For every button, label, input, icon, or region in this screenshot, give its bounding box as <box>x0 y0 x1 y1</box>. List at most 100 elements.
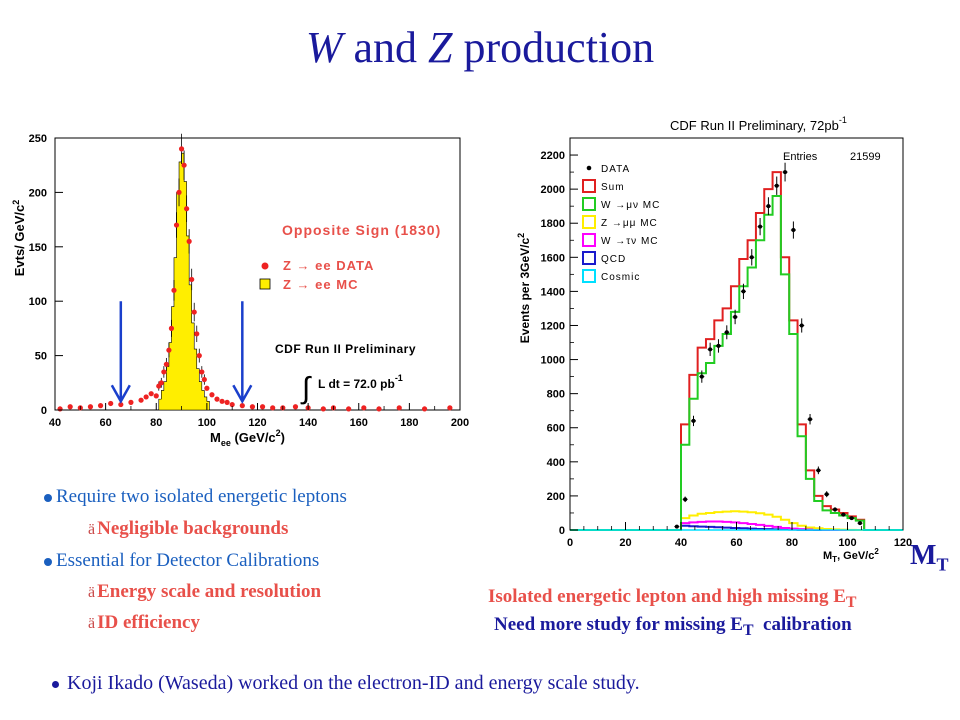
left-data-point <box>396 405 402 411</box>
left-ytick-label: 200 <box>29 187 47 199</box>
right-legend-label: W →μν MC <box>601 200 660 211</box>
right-data-point <box>716 343 721 348</box>
left-data-point <box>108 400 114 407</box>
title-z: Z <box>428 23 453 72</box>
mt-main: M <box>910 540 937 571</box>
left-legend-data-marker <box>261 262 269 270</box>
right-data-point <box>683 497 688 502</box>
right-ytick-label: 2200 <box>541 150 565 162</box>
subbullet-glyph-icon: ä <box>88 521 96 538</box>
left-data-point <box>201 376 207 383</box>
left-ytick-label: 150 <box>29 242 47 254</box>
right-legend-marker <box>582 251 596 265</box>
right-xtick-label: 40 <box>675 537 687 549</box>
footer-bullet-icon <box>52 680 59 688</box>
footer-note: Koji Ikado (Waseda) worked on the electr… <box>52 672 640 695</box>
right-plot-frame <box>569 137 904 531</box>
bullet-energy-scale: ä Energy scale and resolution <box>88 581 321 603</box>
left-data-point <box>181 162 187 168</box>
right-ytick-label: 400 <box>547 457 565 469</box>
left-data-point <box>128 399 134 405</box>
note2-sub: T <box>742 621 754 639</box>
right-ytick-label: 800 <box>547 389 565 401</box>
left-legend-title: Opposite Sign (1830) <box>282 222 441 238</box>
note1-text: Isolated energetic lepton and high missi… <box>488 586 846 607</box>
left-xtick-label: 200 <box>451 417 469 429</box>
bullet-id-efficiency-text: ID efficiency <box>97 612 200 633</box>
left-data-point <box>173 222 180 228</box>
right-legend-label: QCD <box>601 254 626 265</box>
left-data-point <box>143 394 149 400</box>
left-legend-data: Z → ee DATA <box>283 258 374 273</box>
left-data-point <box>209 392 215 398</box>
zee-mass-chart: 40 60 80 100 120 140 160 180 200050100150200250 … <box>11 133 469 448</box>
right-data-point <box>783 170 788 175</box>
right-ytick-label: 200 <box>547 491 565 503</box>
title-w: W <box>305 23 343 72</box>
subbullet-glyph-icon: ä <box>88 615 96 632</box>
right-hist-w-mc <box>570 194 903 531</box>
right-data-point <box>857 521 862 526</box>
right-ytick-label: 600 <box>547 423 565 435</box>
left-data-point <box>224 399 230 405</box>
left-xlabel: Mee (GeV/c2) <box>210 428 285 448</box>
left-data-point <box>346 406 352 412</box>
right-legend-marker <box>582 269 596 283</box>
left-data-point <box>194 331 200 337</box>
right-xtick-label: 0 <box>567 537 573 549</box>
right-data-point <box>791 228 796 233</box>
slide-title: W and Z production <box>0 22 960 73</box>
right-ytick-label: 2000 <box>541 184 565 196</box>
left-data-point <box>138 397 144 403</box>
right-xlabel: MT, GeV/c2 <box>823 547 879 564</box>
subbullet-glyph-icon: ä <box>88 584 96 601</box>
note-missing-et: Need more study for missing ET calibrati… <box>494 614 852 640</box>
right-legend-label: DATA <box>601 164 630 175</box>
left-data-point <box>421 406 428 412</box>
mt-label: MT <box>910 540 948 576</box>
right-legend-label: Z →μμ MC <box>601 218 658 229</box>
note2-tail: calibration <box>753 614 852 635</box>
left-data-point <box>447 405 453 411</box>
left-data-point <box>270 405 276 411</box>
left-data-point <box>153 393 159 399</box>
left-ylabel: Evts/ GeV/c2 <box>11 200 27 277</box>
bullet-energy-scale-text: Energy scale and resolution <box>97 581 322 602</box>
left-annot-int: ∫ <box>300 372 312 405</box>
left-data-point <box>163 361 169 367</box>
left-data-point <box>118 401 124 408</box>
right-data-point <box>833 507 838 512</box>
right-legend-marker <box>582 197 596 211</box>
right-ytick-label: 1000 <box>541 355 565 367</box>
right-legend-label: W →τν MC <box>601 236 659 247</box>
left-data-point <box>361 405 367 411</box>
right-data-point <box>849 516 854 521</box>
mt-sub: T <box>936 554 949 575</box>
left-data-point <box>191 309 197 315</box>
right-legend-label: Cosmic <box>601 272 640 283</box>
left-data-point <box>204 385 210 391</box>
right-legend-marker <box>586 165 592 171</box>
left-data-point <box>87 404 94 410</box>
left-xtick-label: 120 <box>248 417 266 429</box>
left-plot-frame <box>54 137 461 411</box>
right-data-point <box>691 418 696 423</box>
right-ytick-label: 1200 <box>541 320 565 332</box>
left-data-point <box>158 380 164 386</box>
footer-text: Koji Ikado (Waseda) worked on the electr… <box>67 672 640 694</box>
right-data-point <box>841 512 846 517</box>
bullet-calibrations: Essential for Detector Calibrations <box>44 550 319 572</box>
right-data-point <box>799 323 804 328</box>
left-data-point <box>57 406 63 412</box>
bullet-dot-icon <box>44 493 52 502</box>
left-ytick-label: 0 <box>41 405 47 417</box>
right-data-point <box>733 314 738 319</box>
left-data-point <box>171 287 177 293</box>
right-data-point <box>808 417 813 422</box>
left-data-point <box>97 403 104 409</box>
left-data-point <box>176 189 182 195</box>
left-data-point <box>148 391 154 397</box>
left-data-point <box>166 347 172 353</box>
right-hist-sum <box>570 171 903 531</box>
left-ytick-label: 250 <box>29 133 47 145</box>
